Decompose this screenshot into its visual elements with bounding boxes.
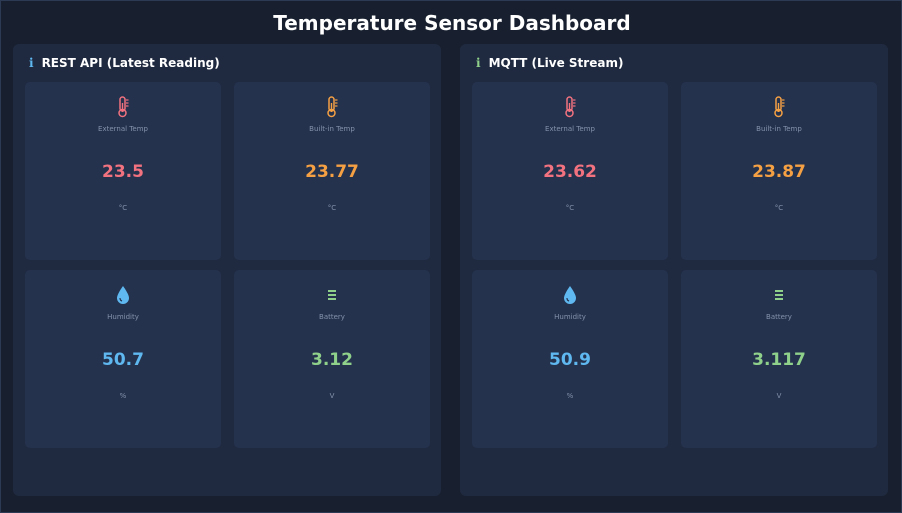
thermometer-icon — [234, 94, 430, 120]
sensor-value: 50.7 — [102, 350, 144, 370]
info-icon[interactable]: i — [476, 56, 481, 70]
sensor-label: Built-in Temp — [309, 125, 355, 133]
sensor-unit: V — [776, 392, 782, 400]
sensor-value: 23.77 — [305, 162, 359, 182]
sensor-label: Built-in Temp — [756, 125, 802, 133]
external-temp-card: External Temp 23.62 °C — [472, 82, 668, 260]
thermometer-icon — [472, 94, 668, 120]
sensor-unit: °C — [565, 204, 575, 212]
droplet-icon — [25, 282, 221, 308]
battery-card: Battery 3.12 V — [234, 270, 430, 448]
external-temp-card: External Temp 23.5 °C — [25, 82, 221, 260]
battery-card: Battery 3.117 V — [681, 270, 877, 448]
battery-icon — [681, 282, 877, 308]
humidity-card: Humidity 50.9 % — [472, 270, 668, 448]
builtin-temp-card: Built-in Temp 23.77 °C — [234, 82, 430, 260]
battery-icon — [234, 282, 430, 308]
sensor-label: Battery — [766, 313, 792, 321]
sensor-value: 3.12 — [311, 350, 353, 370]
sensor-value: 23.62 — [543, 162, 597, 182]
sensor-value: 23.87 — [752, 162, 806, 182]
thermometer-icon — [681, 94, 877, 120]
droplet-icon — [472, 282, 668, 308]
sensor-label: External Temp — [545, 125, 595, 133]
sensor-unit: V — [329, 392, 335, 400]
rest-api-panel: i REST API (Latest Reading) External Tem… — [13, 44, 441, 496]
sensor-value: 3.117 — [752, 350, 806, 370]
sensor-value: 23.5 — [102, 162, 144, 182]
sensor-unit: °C — [118, 204, 128, 212]
sensor-unit: °C — [774, 204, 784, 212]
panel-title: MQTT (Live Stream) — [488, 56, 624, 70]
mqtt-panel: i MQTT (Live Stream) External Temp 23.62… — [460, 44, 888, 496]
panel-header: i REST API (Latest Reading) — [29, 54, 220, 72]
page-title: Temperature Sensor Dashboard — [273, 11, 631, 35]
builtin-temp-card: Built-in Temp 23.87 °C — [681, 82, 877, 260]
thermometer-icon — [25, 94, 221, 120]
panel-header: i MQTT (Live Stream) — [476, 54, 623, 72]
sensor-label: Battery — [319, 313, 345, 321]
sensor-unit: % — [566, 392, 574, 400]
sensor-value: 50.9 — [549, 350, 591, 370]
sensor-label: Humidity — [107, 313, 139, 321]
sensor-label: Humidity — [554, 313, 586, 321]
humidity-card: Humidity 50.7 % — [25, 270, 221, 448]
sensor-unit: °C — [327, 204, 337, 212]
info-icon[interactable]: i — [29, 56, 34, 70]
sensor-label: External Temp — [98, 125, 148, 133]
sensor-unit: % — [119, 392, 127, 400]
panel-title: REST API (Latest Reading) — [41, 56, 220, 70]
